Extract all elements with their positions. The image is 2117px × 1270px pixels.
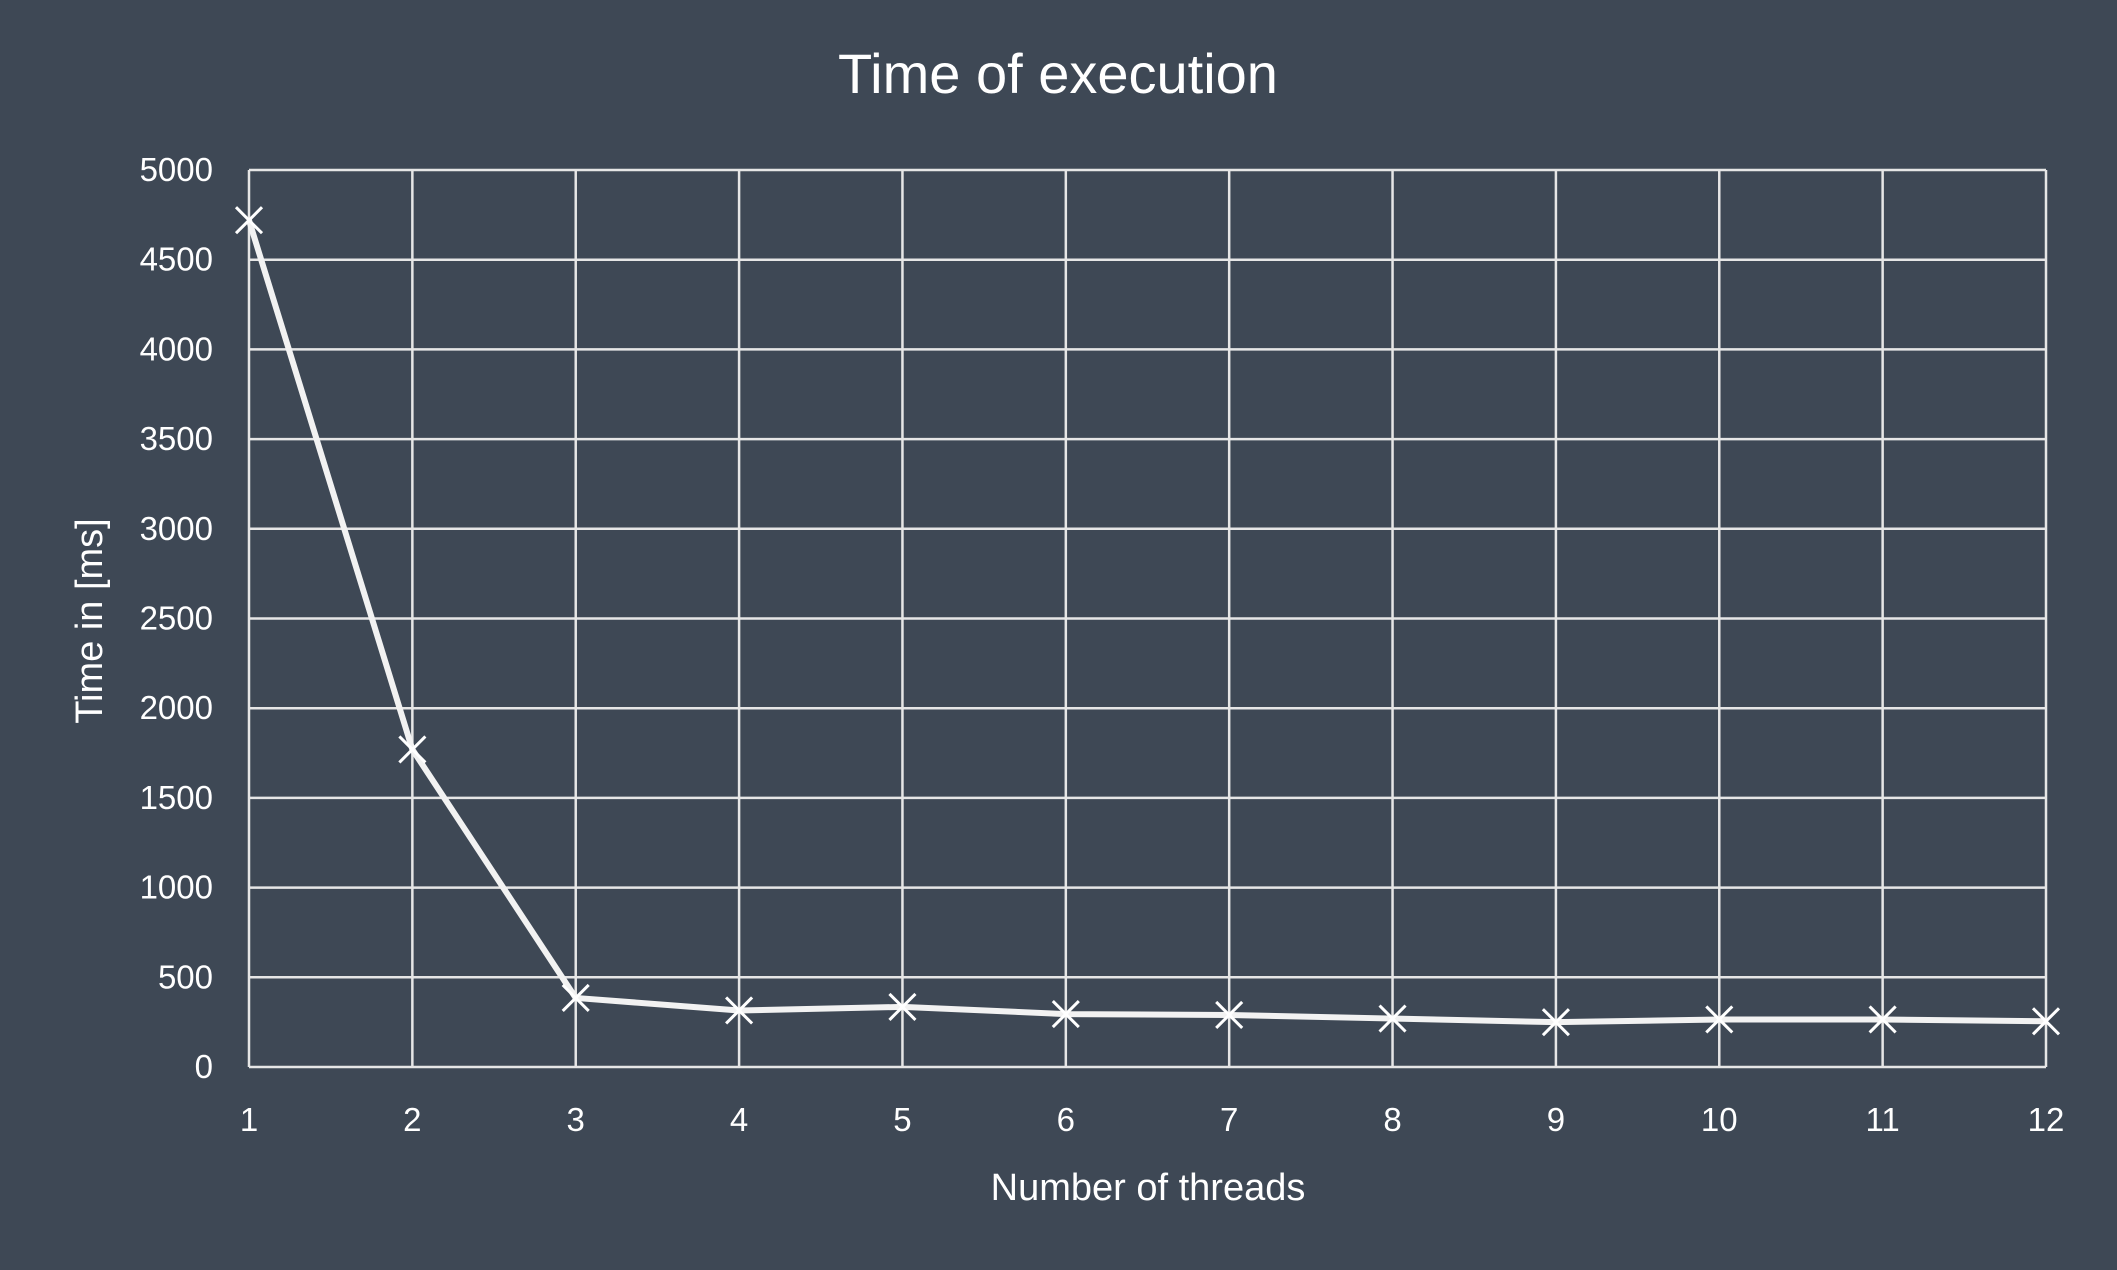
x-tick-label: 2 [403, 1101, 421, 1138]
data-point-marker [1215, 1000, 1244, 1030]
data-point-marker [1541, 1008, 1570, 1037]
grid [247, 168, 2048, 1069]
y-tick-label: 2000 [140, 689, 213, 726]
y-tick-label: 500 [158, 958, 213, 995]
data-point-marker [1051, 1000, 1080, 1029]
x-tick-label: 3 [567, 1101, 585, 1138]
x-tick-label: 9 [1547, 1101, 1565, 1138]
x-tick-label: 8 [1383, 1101, 1401, 1138]
y-tick-label: 3000 [140, 510, 213, 547]
x-tick-label: 1 [240, 1101, 258, 1138]
series-layer [234, 206, 2061, 1037]
x-tick-label: 7 [1220, 1101, 1238, 1138]
y-axis-ticks: 0 500 1000 1500 2000 2500 3000 3500 4000 4500 5000 [140, 151, 213, 1085]
data-point-marker [561, 983, 590, 1012]
data-point-marker [725, 996, 754, 1025]
data-point-marker [234, 206, 264, 235]
x-tick-label: 6 [1057, 1101, 1075, 1138]
data-point-marker [2031, 1007, 2061, 1036]
data-point-marker [1705, 1005, 1734, 1034]
y-tick-label: 3500 [140, 420, 213, 457]
data-point-marker [1378, 1004, 1407, 1033]
y-tick-label: 2500 [140, 600, 213, 637]
x-tick-label: 5 [893, 1101, 911, 1138]
data-point-marker [398, 735, 427, 764]
y-tick-label: 0 [195, 1048, 213, 1085]
x-tick-label: 4 [730, 1101, 748, 1138]
y-tick-label: 1000 [140, 869, 213, 906]
x-tick-label: 12 [2028, 1101, 2065, 1138]
x-tick-label: 10 [1701, 1101, 1738, 1138]
y-tick-label: 1500 [140, 779, 213, 816]
series-line [246, 219, 2047, 1026]
data-point-marker [1868, 1005, 1897, 1034]
x-tick-label: 11 [1866, 1101, 1900, 1138]
chart-title: Time of execution [838, 42, 1278, 105]
x-axis-ticks: 1 2 3 4 5 6 7 8 9 10 11 12 [240, 1101, 2065, 1138]
y-tick-label: 4500 [140, 241, 213, 278]
y-tick-label: 5000 [140, 151, 213, 188]
data-point-marker [888, 992, 917, 1021]
x-axis-label: Number of threads [991, 1167, 1306, 1209]
y-tick-label: 4000 [140, 330, 213, 367]
y-axis-label: Time in [ms] [69, 518, 111, 724]
